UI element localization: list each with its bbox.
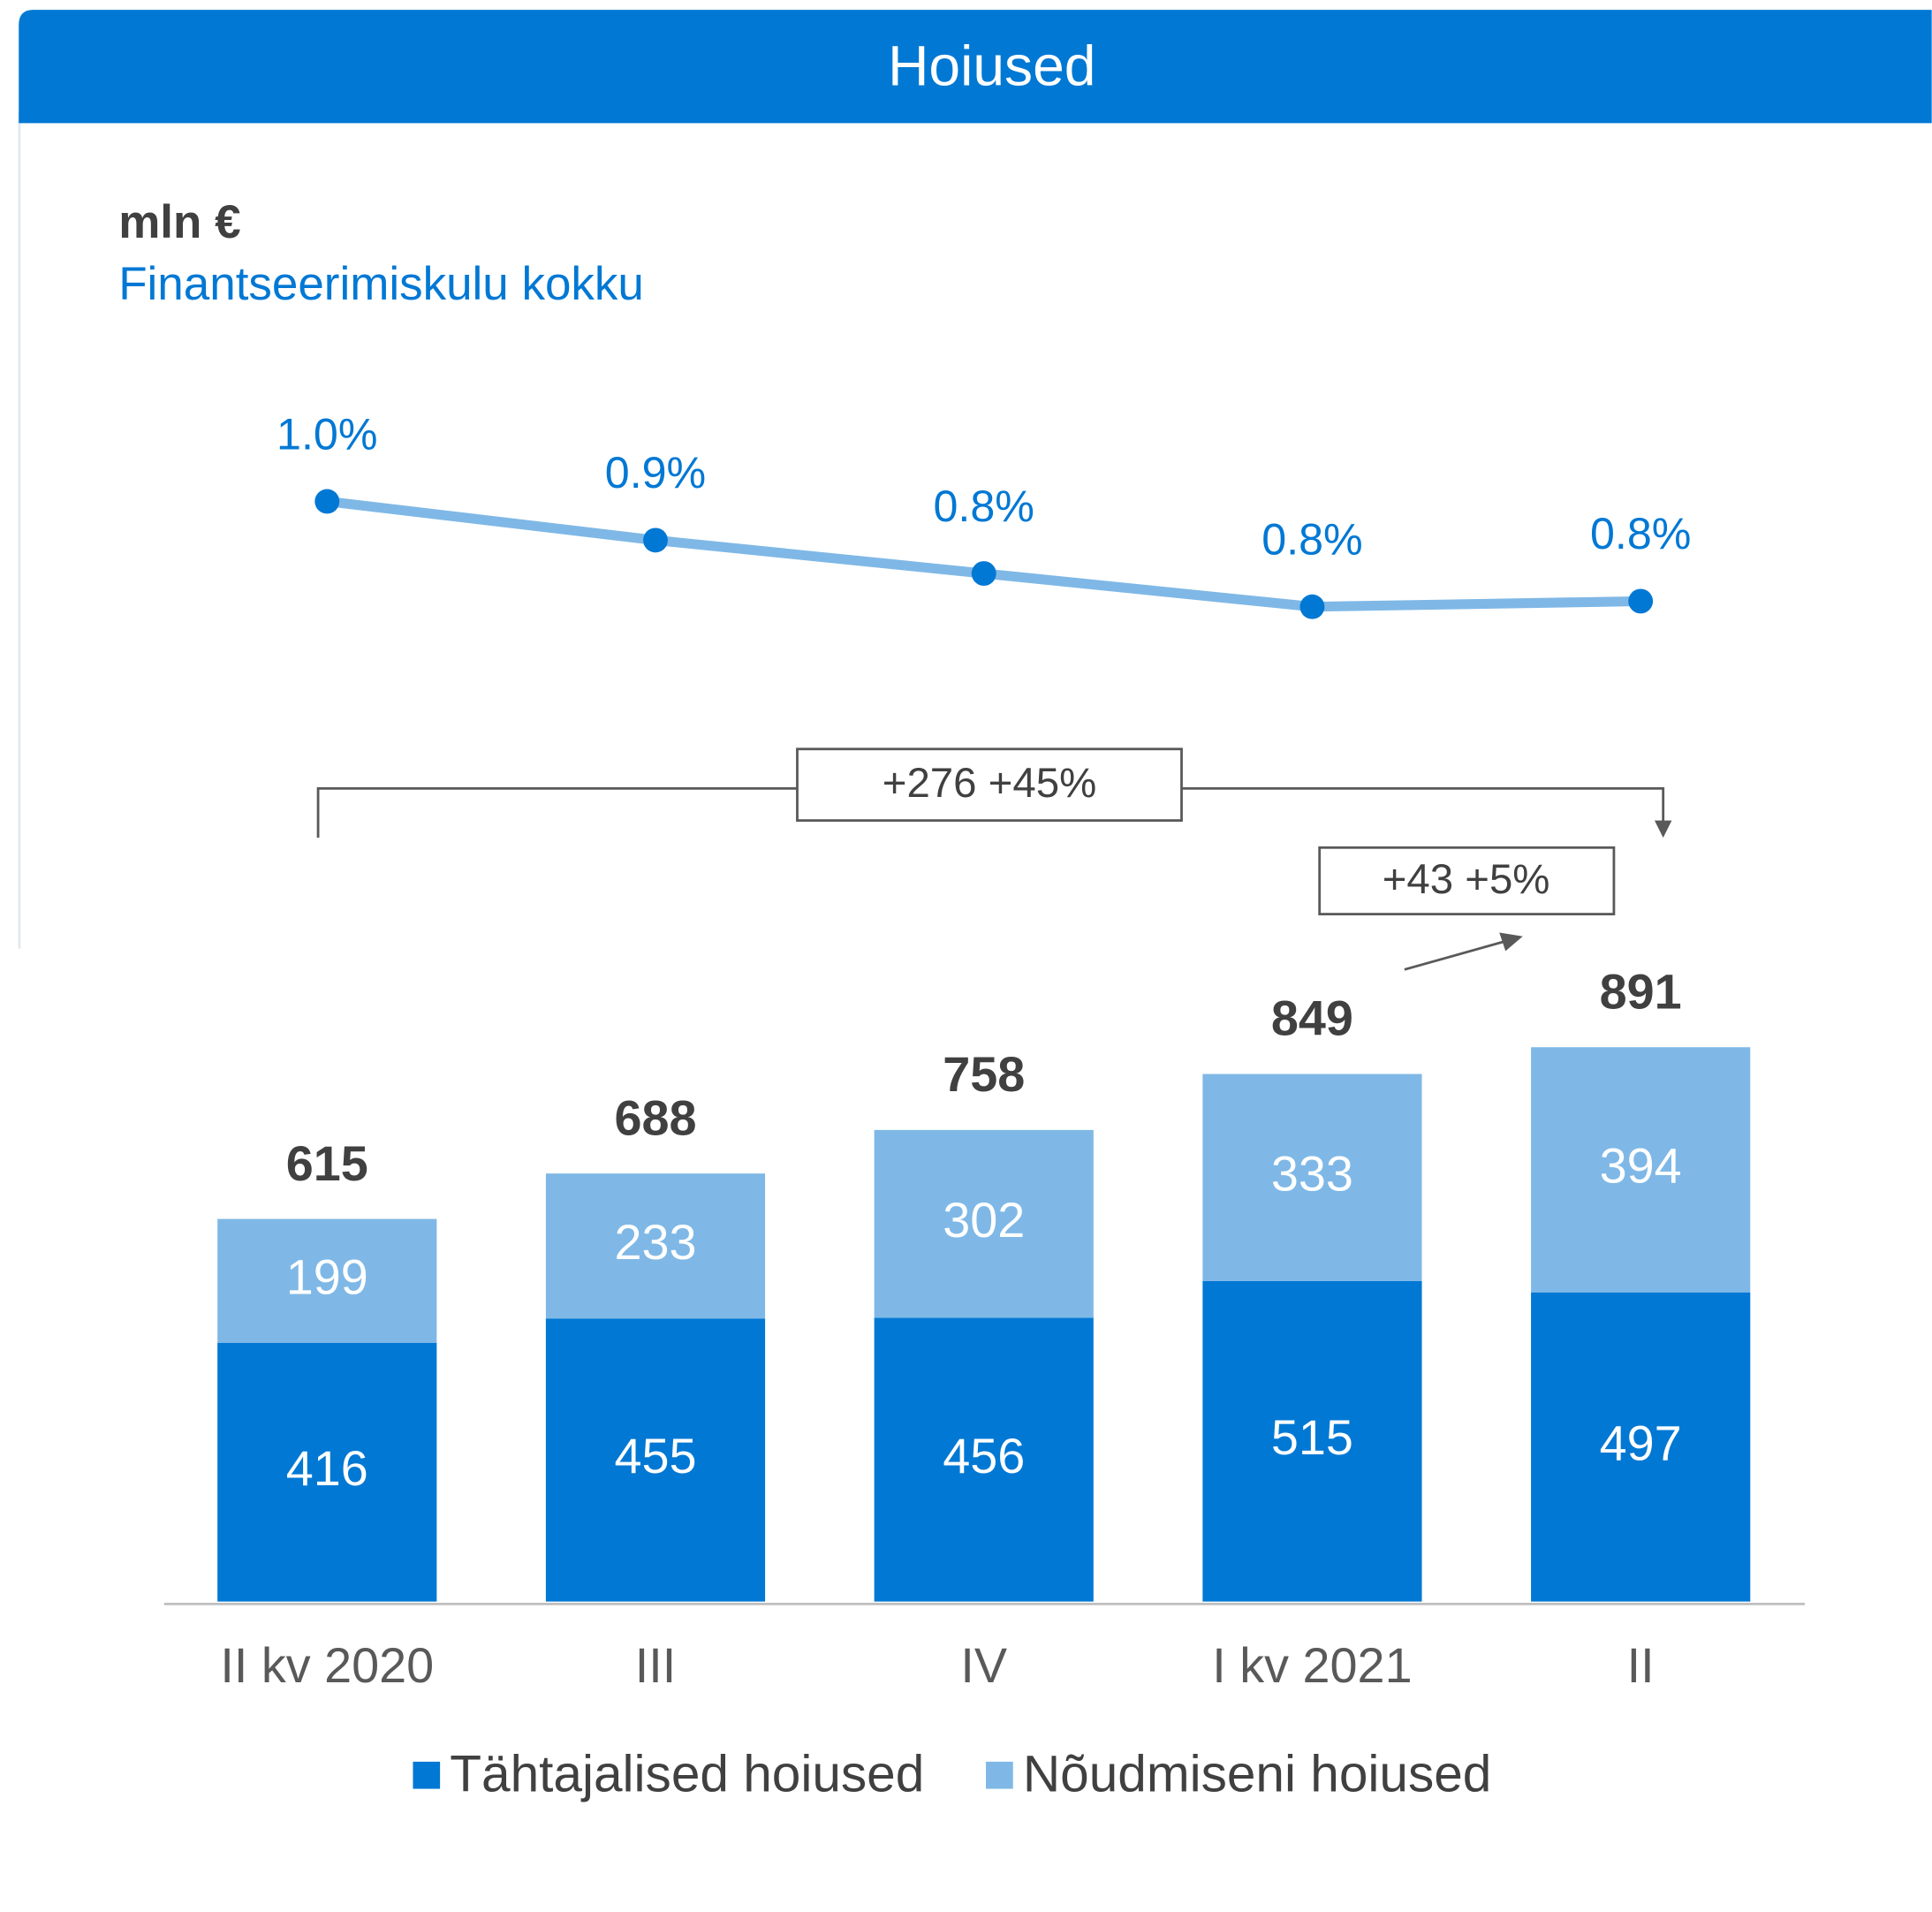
bar-segment: [545, 1173, 766, 1319]
total-label: 615: [286, 1136, 368, 1191]
line-value-label: 0.8%: [934, 482, 1034, 531]
line-value-label: 0.9%: [605, 448, 706, 497]
segment-label: 199: [286, 1249, 368, 1304]
line-marker: [643, 527, 668, 553]
header-title: Hoiused: [888, 34, 1095, 97]
bar-segment: [1531, 1047, 1751, 1293]
segment-label: 302: [943, 1193, 1025, 1248]
bar-segment: [874, 1317, 1094, 1602]
legend-swatch: [413, 1761, 441, 1789]
total-label: 758: [943, 1047, 1025, 1102]
segment-label: 497: [1600, 1415, 1682, 1470]
x-tick-label: IV: [960, 1638, 1007, 1693]
bar-segment: [1531, 1292, 1751, 1602]
line-marker: [314, 489, 340, 514]
x-tick-label: II: [1627, 1638, 1655, 1693]
arrowhead: [1654, 820, 1672, 838]
x-tick-label: III: [635, 1638, 676, 1693]
bar-segment: [1202, 1280, 1422, 1602]
legend-swatch: [986, 1761, 1013, 1789]
total-label: 891: [1600, 964, 1682, 1019]
bar-segment: [545, 1318, 766, 1602]
x-tick-label: I kv 2021: [1212, 1638, 1412, 1693]
annotation-box: [796, 747, 1183, 823]
line-value-label: 0.8%: [1261, 514, 1362, 564]
segment-label: 233: [614, 1215, 696, 1270]
legend-label: Nõudmiseni hoiused: [1023, 1745, 1492, 1802]
total-label: 849: [1271, 991, 1353, 1046]
bar-segment: [1202, 1074, 1422, 1281]
bracket: [316, 786, 1665, 838]
line-marker: [1628, 588, 1654, 614]
annotation: +276 +45%: [883, 760, 1096, 807]
arrow: [1404, 939, 1506, 971]
line-value-label: 0.8%: [1590, 509, 1691, 558]
arrowhead: [1499, 932, 1523, 952]
total-label: 688: [614, 1090, 696, 1145]
segment-label: 515: [1271, 1410, 1353, 1465]
bar-segment: [217, 1342, 437, 1602]
line-marker: [1299, 594, 1325, 619]
segment-label: 416: [286, 1441, 368, 1496]
line-marker: [971, 561, 996, 587]
bar-segment: [217, 1218, 437, 1343]
header-bar: [19, 10, 1932, 124]
annotation: +43 +5%: [1383, 856, 1550, 903]
segment-label: 456: [943, 1429, 1025, 1483]
unit-label: mln €: [118, 196, 240, 248]
segment-label: 455: [614, 1429, 696, 1483]
bar-segment: [874, 1129, 1094, 1318]
segment-label: 394: [1600, 1139, 1682, 1194]
x-tick-label: II kv 2020: [220, 1638, 434, 1693]
line-series-label: Finantseerimiskulu kokku: [118, 258, 644, 310]
legend-label: Tähtajalised hoiused: [450, 1745, 924, 1802]
annotation-box: [1318, 846, 1616, 915]
line-value-label: 1.0%: [277, 409, 377, 459]
segment-label: 333: [1271, 1146, 1353, 1201]
